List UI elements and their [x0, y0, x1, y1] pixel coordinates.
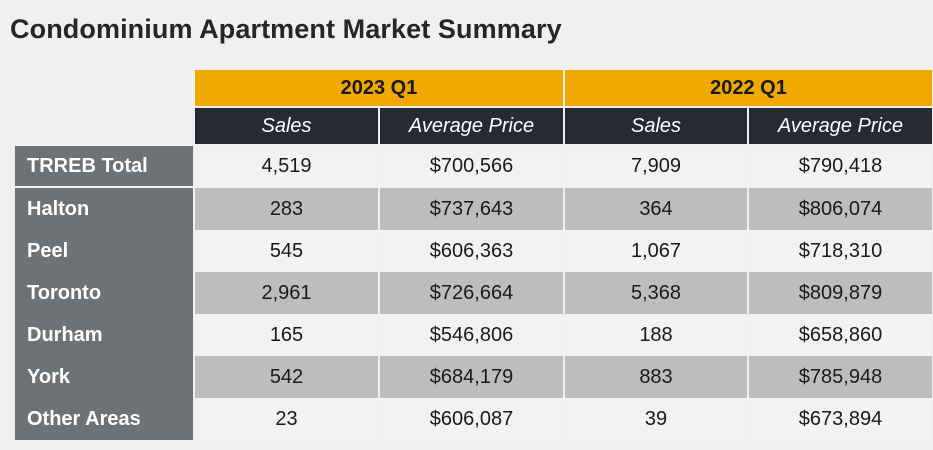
row-label: Durham: [15, 314, 193, 356]
table-cell: 545: [195, 230, 378, 272]
table-cell: 39: [565, 398, 747, 440]
table-cell: 883: [565, 356, 747, 398]
table-cell: 4,519: [195, 146, 378, 186]
table-cell: $546,806: [380, 314, 563, 356]
page-title: Condominium Apartment Market Summary: [10, 14, 562, 44]
column-header-sales: Sales: [565, 108, 747, 144]
table-cell: 542: [195, 356, 378, 398]
table-cell: $737,643: [380, 188, 563, 230]
table-cell: $658,860: [749, 314, 932, 356]
row-label: Toronto: [15, 272, 193, 314]
table-cell: 188: [565, 314, 747, 356]
table-cell: 7,909: [565, 146, 747, 186]
table-cell: $606,363: [380, 230, 563, 272]
period-header-2022-q1: 2022 Q1: [565, 70, 932, 106]
table-cell: 165: [195, 314, 378, 356]
table-cell: 283: [195, 188, 378, 230]
row-label: TRREB Total: [15, 146, 193, 186]
column-header-average-price: Average Price: [749, 108, 932, 144]
row-label: Halton: [15, 188, 193, 230]
table-cell: $718,310: [749, 230, 932, 272]
table-cell: $790,418: [749, 146, 932, 186]
row-label: York: [15, 356, 193, 398]
column-header-sales: Sales: [195, 108, 378, 144]
row-label: Other Areas: [15, 398, 193, 440]
row-label: Peel: [15, 230, 193, 272]
table-cell: 364: [565, 188, 747, 230]
table-cell: $673,894: [749, 398, 932, 440]
table-cell: $809,879: [749, 272, 932, 314]
table-cell: 23: [195, 398, 378, 440]
period-header-2023-q1: 2023 Q1: [195, 70, 563, 106]
table-cell: $806,074: [749, 188, 932, 230]
table-cell: $606,087: [380, 398, 563, 440]
table-cell: $726,664: [380, 272, 563, 314]
table-cell: $684,179: [380, 356, 563, 398]
column-header-average-price: Average Price: [380, 108, 563, 144]
table-cell: 2,961: [195, 272, 378, 314]
table-cell: $700,566: [380, 146, 563, 186]
table-cell: $785,948: [749, 356, 932, 398]
table-cell: 1,067: [565, 230, 747, 272]
table-cell: 5,368: [565, 272, 747, 314]
